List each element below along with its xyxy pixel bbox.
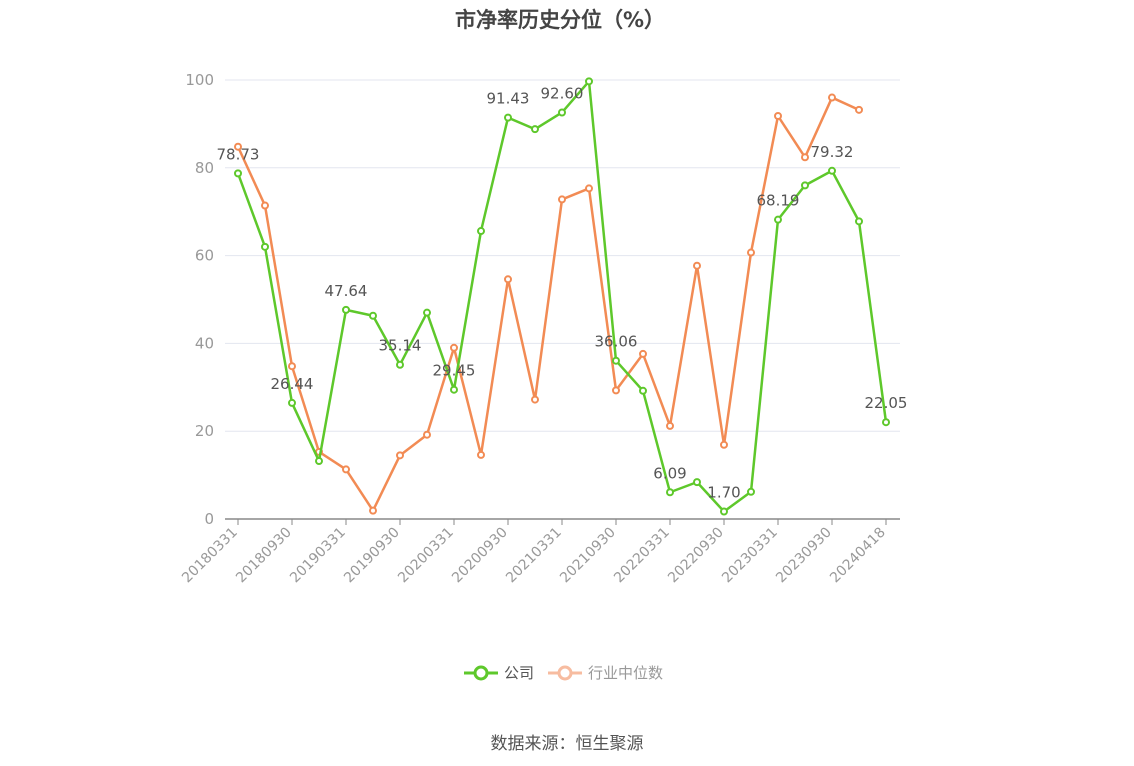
x-tick-label: 20200930 [449, 525, 511, 587]
data-point [720, 507, 728, 516]
data-point [288, 398, 296, 407]
data-label: 6.09 [653, 464, 686, 482]
x-tick-label: 20220331 [611, 525, 673, 587]
data-label: 26.44 [271, 375, 314, 393]
x-tick-label: 20180930 [233, 525, 295, 587]
data-point [288, 362, 296, 371]
data-point [612, 356, 620, 365]
series-line [236, 96, 860, 512]
data-point [396, 451, 404, 460]
y-tick-label: 100 [185, 71, 214, 89]
data-point [261, 201, 269, 210]
data-point [234, 142, 242, 151]
data-point [504, 275, 512, 284]
y-tick-label: 20 [195, 422, 214, 440]
data-point [801, 153, 809, 162]
legend-industry-label: 行业中位数 [588, 664, 664, 682]
data-point [774, 111, 782, 120]
data-point [450, 385, 458, 394]
data-point [747, 487, 755, 496]
data-point [666, 488, 674, 497]
y-tick-label: 40 [195, 334, 214, 352]
data-point [639, 349, 647, 358]
data-point [477, 450, 485, 459]
data-point [774, 215, 782, 224]
series-lines [234, 77, 890, 516]
data-point [720, 440, 728, 449]
axes: 0 20 40 60 80 100 2018033120180930201903312019… [179, 71, 900, 586]
data-point [639, 386, 647, 395]
data-point [396, 360, 404, 369]
x-tick-label: 20230930 [773, 525, 835, 587]
data-label: 91.43 [487, 90, 530, 108]
data-point [504, 113, 512, 122]
data-point [342, 305, 350, 314]
x-tick-label: 20210331 [503, 525, 565, 587]
chart-title: 市净率历史分位（%） [454, 8, 666, 32]
data-point [828, 93, 836, 102]
data-label: 22.05 [865, 394, 908, 412]
legend-company-swatch-icon [464, 665, 498, 680]
grid-lines [225, 79, 900, 432]
y-tick-label: 60 [195, 247, 214, 265]
data-label: 47.64 [325, 282, 368, 300]
data-point [585, 184, 593, 193]
y-tick-label: 80 [195, 159, 214, 177]
data-point [531, 395, 539, 404]
data-point [828, 166, 836, 175]
data-label: 68.19 [757, 192, 800, 210]
x-tick-label: 20190331 [287, 525, 349, 587]
legend-item-industry-median[interactable]: 行业中位数 [548, 662, 663, 683]
legend-industry-swatch-icon [548, 665, 583, 680]
legend-item-company[interactable]: 公司 [464, 662, 534, 683]
y-tick-label: 0 [204, 510, 214, 528]
data-point [585, 77, 593, 86]
data-label: 35.14 [379, 337, 422, 355]
x-tick-label: 20220930 [665, 525, 727, 587]
legend: 公司 行业中位数 [464, 662, 677, 683]
data-point [558, 195, 566, 204]
x-tick-label: 20180331 [179, 525, 241, 587]
data-point [612, 386, 620, 395]
data-point [477, 227, 485, 236]
data-point [423, 430, 431, 439]
data-label: 92.60 [541, 84, 584, 102]
data-label: 78.73 [217, 145, 260, 163]
data-point [342, 465, 350, 474]
data-point [369, 506, 377, 515]
x-tick-label: 20190930 [341, 525, 403, 587]
data-point [855, 217, 863, 226]
data-point [693, 478, 701, 487]
data-point [666, 421, 674, 430]
data-point [234, 169, 242, 178]
data-point [261, 242, 269, 251]
data-point [315, 457, 323, 466]
data-labels: 78.73 26.44 47.64 35.14 29.45 91.43 92.60 36.06… [217, 84, 908, 501]
data-point [423, 308, 431, 317]
legend-company-label: 公司 [504, 664, 535, 682]
data-label: 79.32 [811, 143, 854, 161]
data-point [558, 108, 566, 117]
data-label: 36.06 [595, 333, 638, 351]
data-point [801, 181, 809, 190]
data-point [450, 343, 458, 352]
data-point [747, 248, 755, 257]
data-point [882, 418, 890, 427]
data-label: 1.70 [707, 484, 740, 502]
x-tick-label: 20230331 [719, 525, 781, 587]
x-tick-label: 20210930 [557, 525, 619, 587]
x-tick-label: 20200331 [395, 525, 457, 587]
data-point [855, 105, 863, 114]
data-point [531, 125, 539, 134]
data-label: 29.45 [433, 362, 476, 380]
x-tick-label: 20240418 [827, 525, 889, 587]
data-point [693, 261, 701, 270]
data-point [369, 311, 377, 320]
data-source: 数据来源：恒生聚源 [490, 734, 644, 754]
